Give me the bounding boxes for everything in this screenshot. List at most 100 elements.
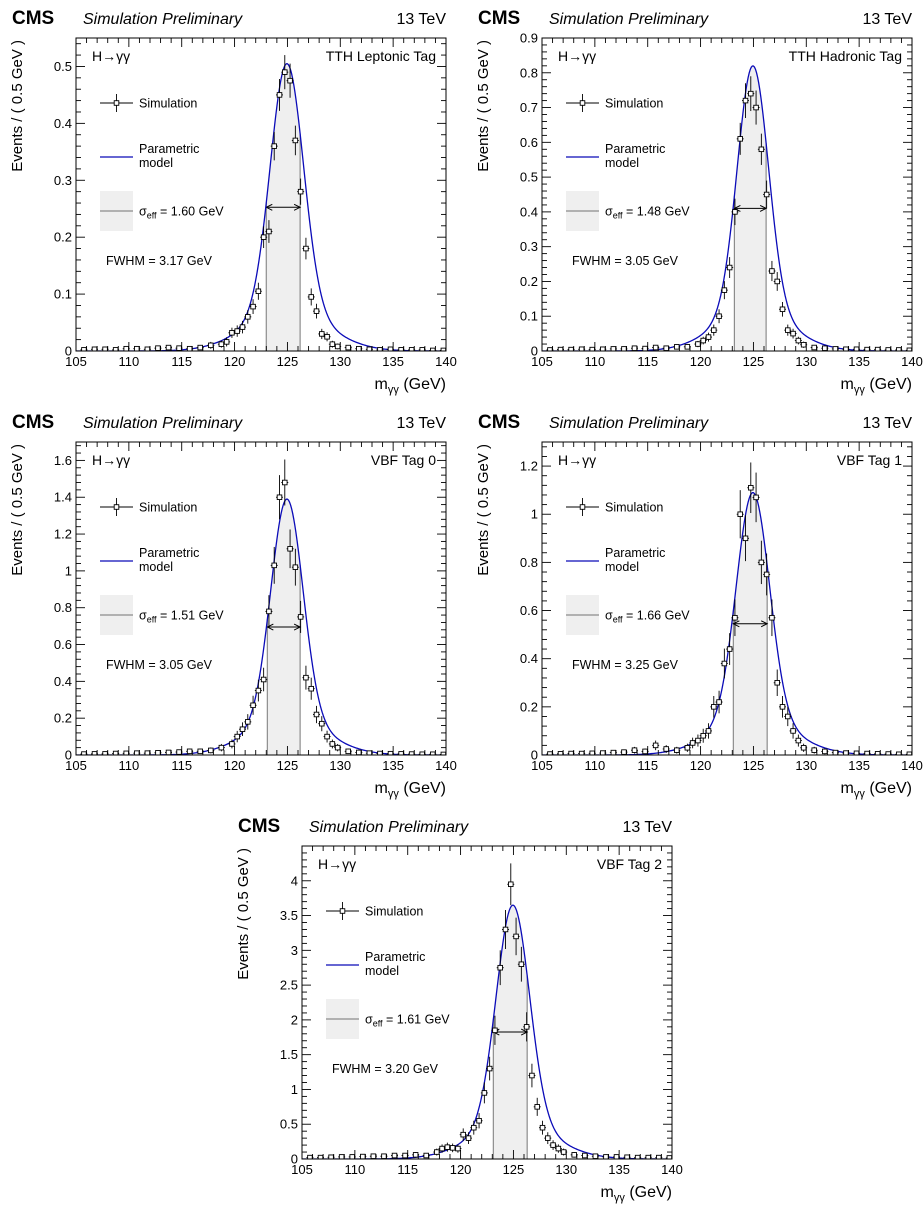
marker bbox=[381, 1153, 387, 1159]
legend-sigma-sub: eff bbox=[147, 211, 157, 221]
marker bbox=[255, 687, 262, 694]
marker bbox=[885, 347, 891, 351]
process-label: H→γγ bbox=[558, 452, 596, 468]
marker bbox=[529, 1072, 535, 1079]
marker bbox=[795, 337, 802, 344]
data-point bbox=[773, 272, 781, 291]
data-point bbox=[502, 909, 509, 949]
y-tick-label: 2 bbox=[291, 1012, 298, 1027]
marker bbox=[497, 964, 503, 971]
data-point bbox=[475, 1113, 483, 1129]
marker bbox=[550, 1142, 556, 1148]
marker bbox=[571, 1152, 577, 1158]
process-label: H→γγ bbox=[92, 48, 130, 64]
marker bbox=[319, 331, 325, 337]
x-tick-label: 105 bbox=[291, 1162, 313, 1177]
status-label: Simulation Preliminary bbox=[549, 11, 709, 28]
x-axis-title-unit: (GeV) bbox=[865, 780, 912, 797]
data-point bbox=[779, 696, 786, 718]
data-point bbox=[794, 734, 802, 747]
data-point bbox=[291, 548, 299, 586]
data-point bbox=[244, 310, 252, 324]
marker bbox=[684, 344, 691, 350]
marker bbox=[502, 926, 509, 933]
marker bbox=[674, 344, 680, 350]
data-point bbox=[784, 324, 792, 336]
marker bbox=[271, 562, 277, 569]
data-point bbox=[307, 677, 315, 700]
marker bbox=[356, 345, 362, 351]
legend-sigma-text: σeff = 1.66 GeV bbox=[605, 609, 690, 625]
x-tick-label: 115 bbox=[171, 758, 192, 773]
plot-panel-2: CMS Simulation Preliminary 13 TeV 105 110 115… bbox=[474, 2, 923, 402]
data-point bbox=[731, 198, 739, 226]
marker bbox=[155, 750, 161, 755]
marker bbox=[102, 751, 108, 755]
data-point bbox=[768, 260, 776, 282]
marker bbox=[460, 1131, 466, 1138]
marker bbox=[123, 345, 129, 351]
marker bbox=[260, 234, 267, 240]
legend-sim-marker bbox=[113, 100, 120, 106]
data-point bbox=[265, 220, 273, 243]
y-tick-label: 1 bbox=[65, 563, 72, 578]
cms-label: CMS bbox=[12, 412, 54, 433]
data-point bbox=[726, 257, 734, 278]
marker bbox=[716, 313, 722, 319]
data-point bbox=[233, 730, 241, 743]
x-tick-label: 130 bbox=[555, 1162, 577, 1177]
plot-svg: CMS Simulation Preliminary 13 TeV 105 110 115… bbox=[9, 8, 457, 396]
marker bbox=[292, 564, 299, 570]
data-point bbox=[544, 1132, 552, 1145]
legend-simulation-text: Simulation bbox=[139, 501, 197, 515]
x-tick-label: 105 bbox=[531, 758, 553, 773]
data-point bbox=[662, 745, 670, 753]
marker bbox=[186, 345, 193, 351]
data-point bbox=[465, 1132, 472, 1145]
marker bbox=[785, 713, 791, 720]
data-point bbox=[207, 341, 215, 349]
data-point bbox=[302, 665, 310, 690]
legend-sigma-sub: eff bbox=[373, 1019, 383, 1029]
marker bbox=[255, 288, 262, 294]
y-tick-label: 4 bbox=[291, 873, 298, 888]
marker bbox=[465, 1135, 472, 1141]
data-point bbox=[228, 327, 236, 338]
marker bbox=[218, 341, 225, 347]
y-tick-label: 1.5 bbox=[280, 1047, 298, 1062]
marker bbox=[329, 341, 336, 347]
data-point bbox=[720, 281, 728, 300]
marker bbox=[758, 146, 765, 153]
data-point bbox=[736, 490, 744, 539]
marker bbox=[313, 711, 320, 718]
marker bbox=[430, 347, 436, 351]
marker bbox=[896, 347, 902, 351]
y-tick-label: 1 bbox=[531, 507, 538, 522]
marker bbox=[700, 732, 706, 739]
legend-model-text-1: Parametric bbox=[605, 142, 665, 156]
data-point bbox=[286, 63, 294, 98]
data-point bbox=[757, 540, 765, 585]
data-point bbox=[480, 1082, 488, 1104]
data-point bbox=[784, 706, 792, 727]
y-tick-label: 2.5 bbox=[280, 978, 298, 993]
marker bbox=[684, 745, 691, 751]
marker bbox=[705, 728, 712, 734]
marker bbox=[695, 737, 701, 744]
marker bbox=[663, 746, 669, 752]
data-point bbox=[302, 237, 310, 260]
x-axis-title: mγγ (GeV) bbox=[375, 376, 446, 396]
plot-frame bbox=[75, 441, 447, 756]
legend-fwhm-text: FWHM = 3.20 GeV bbox=[332, 1062, 439, 1076]
fwhm-arrowhead-left bbox=[266, 623, 274, 631]
data-point bbox=[752, 90, 760, 125]
data-point bbox=[747, 462, 755, 514]
legend-simulation-text: Simulation bbox=[365, 905, 423, 919]
plot-frame bbox=[541, 37, 913, 352]
y-tick-label: 0.4 bbox=[54, 674, 72, 689]
energy-label: 13 TeV bbox=[396, 415, 446, 432]
data-point bbox=[528, 1063, 536, 1088]
